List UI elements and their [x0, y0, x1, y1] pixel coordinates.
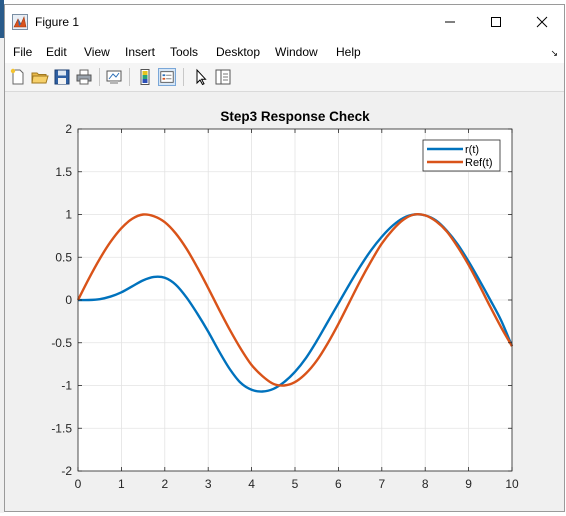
y-tick-label: 1.5 [55, 165, 72, 179]
y-tick-label: 2 [65, 122, 72, 136]
series-ref-t-line[interactable] [76, 212, 514, 387]
menu-help[interactable]: Help [336, 45, 361, 59]
x-tick-label: 0 [75, 477, 82, 491]
menu-bar: File Edit View Insert Tools Desktop Wind… [5, 39, 564, 63]
y-tick-label: -1 [61, 379, 72, 393]
toolbar [5, 63, 564, 92]
title-bar[interactable]: Figure 1 [5, 5, 564, 39]
toolbar-separator [99, 68, 100, 86]
y-tick-label: -2 [61, 464, 72, 478]
toolbar-separator [129, 68, 130, 86]
x-tick-label: 10 [505, 477, 519, 491]
new-figure-icon[interactable] [9, 68, 27, 86]
property-inspector-icon[interactable] [214, 68, 232, 86]
insert-colorbar-icon[interactable] [136, 68, 154, 86]
menu-desktop[interactable]: Desktop [216, 45, 261, 59]
y-tick-label: 0 [65, 293, 72, 307]
menu-tools[interactable]: Tools [170, 45, 199, 59]
chart-title: Step3 Response Check [220, 109, 370, 124]
y-tick-label: 0.5 [55, 250, 72, 264]
window-title: Figure 1 [35, 15, 80, 29]
figure-canvas: 0 1 2 3 4 5 6 7 8 9 10 -2 -1.5 -1 -0.5 0 0.5 1 1.5 2 Step3 … [5, 92, 564, 511]
x-tick-label: 2 [161, 477, 168, 491]
y-tick-label: -0.5 [51, 336, 72, 350]
x-tick-label: 5 [292, 477, 299, 491]
matlab-figure-icon [12, 14, 28, 30]
figure-window: Figure 1 File Edit View Insert Tools Des… [4, 4, 565, 512]
legend[interactable]: r(t)Ref(t) [422, 139, 501, 172]
x-tick-label: 1 [118, 477, 125, 491]
close-button[interactable] [519, 5, 565, 39]
x-tick-label: 6 [335, 477, 342, 491]
y-tick-label: -1.5 [51, 421, 72, 435]
menu-window[interactable]: Window [275, 45, 318, 59]
x-tick-label: 7 [378, 477, 385, 491]
insert-legend-icon[interactable] [158, 68, 176, 86]
legend-entry-r-t-label: r(t) [465, 144, 479, 156]
menu-insert[interactable]: Insert [125, 45, 156, 59]
line-chart[interactable]: 0 1 2 3 4 5 6 7 8 9 10 -2 -1.5 -1 -0.5 0 0.5 1 1.5 2 Step3 … [5, 92, 564, 511]
dock-arrow-icon[interactable]: ↘ [550, 48, 558, 58]
legend-entry-ref-t-label: Ref(t) [465, 157, 493, 169]
legend-box [422, 139, 501, 172]
y-tick-label: 1 [65, 208, 72, 222]
x-tick-label: 9 [465, 477, 472, 491]
open-file-icon[interactable] [31, 68, 49, 86]
minimize-icon [445, 21, 455, 23]
save-icon[interactable] [53, 68, 71, 86]
background-window-body [0, 38, 4, 513]
menu-edit[interactable]: Edit [46, 45, 67, 59]
minimize-button[interactable] [427, 5, 473, 39]
maximize-button[interactable] [473, 5, 519, 39]
x-tick-label: 3 [205, 477, 212, 491]
link-plot-icon[interactable] [105, 68, 123, 86]
menu-file[interactable]: File [13, 45, 33, 59]
maximize-icon [491, 17, 501, 27]
close-icon [536, 16, 548, 28]
menu-view[interactable]: View [84, 45, 110, 59]
print-icon[interactable] [75, 68, 93, 86]
x-tick-label: 8 [422, 477, 429, 491]
edit-plot-arrow-icon[interactable] [192, 68, 210, 86]
x-tick-label: 4 [248, 477, 255, 491]
toolbar-separator [183, 68, 184, 86]
